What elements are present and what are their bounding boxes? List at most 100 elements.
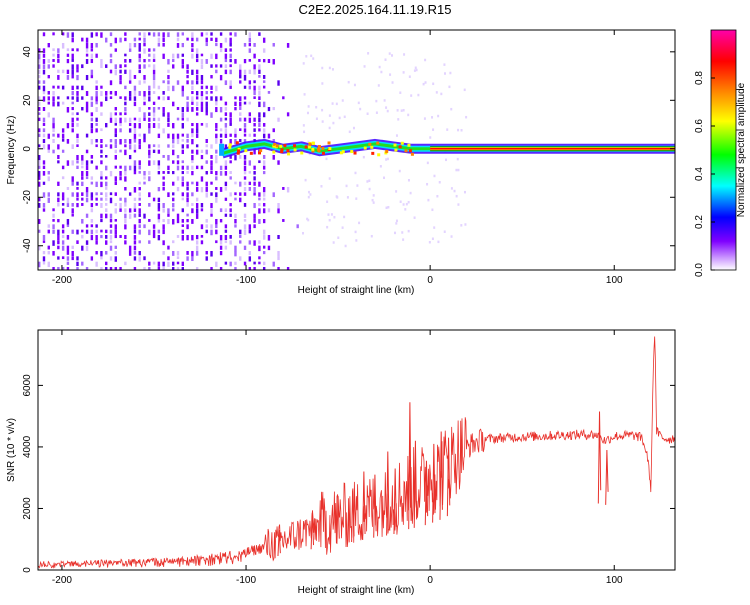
spectrogram-cell — [258, 59, 261, 62]
snr-spike — [424, 460, 429, 526]
spectrogram-cell — [133, 256, 137, 261]
spectrogram-cell — [162, 251, 165, 255]
carrier-peak — [363, 146, 367, 150]
spectrogram-cell — [195, 101, 199, 107]
spectrogram-cell — [38, 181, 41, 187]
spectrogram-cell — [234, 213, 237, 218]
spectrogram-cell — [437, 240, 440, 244]
spectrogram-cell — [215, 96, 218, 102]
spectrogram-cell — [181, 176, 185, 182]
spectrogram-cell — [148, 32, 151, 36]
spectrogram-cell — [85, 171, 89, 177]
spectrogram-cell — [383, 99, 386, 102]
spectrogram-cell — [47, 59, 50, 63]
spectrogram-cell — [258, 117, 261, 123]
spectrogram-cell — [195, 69, 199, 75]
spectrogram-cell — [243, 219, 247, 222]
spectrogram-cell — [215, 240, 218, 244]
spectrogram-cell — [114, 155, 117, 160]
spectrogram-cell — [303, 130, 306, 134]
spectrogram-cell — [95, 43, 98, 48]
spectrogram-cell — [76, 139, 79, 144]
spectrogram-cell — [152, 112, 156, 117]
spectrogram-cell — [172, 197, 175, 202]
spectrogram-cell — [176, 107, 180, 110]
spectrogram-cell — [205, 224, 208, 228]
spectrogram-cell — [229, 37, 232, 44]
spectrogram-cell — [200, 107, 204, 112]
spectrogram-cell — [76, 229, 79, 235]
spectrogram-cell — [133, 144, 137, 150]
carrier-peak — [385, 149, 389, 153]
spectrogram-cell — [42, 133, 46, 138]
spectrogram-cell — [76, 160, 79, 164]
spectrogram-cell — [248, 251, 252, 256]
spectrogram-cell — [195, 48, 199, 53]
spectrogram-cell — [152, 48, 156, 52]
spectrogram-cell — [148, 85, 151, 91]
spectrogram-cell — [128, 80, 132, 84]
spectrogram-cell — [167, 144, 170, 148]
spectrogram-cell — [262, 203, 266, 207]
spectrogram-cell — [234, 32, 237, 37]
spectrogram-cell — [402, 203, 405, 206]
spectrogram-cell — [76, 69, 79, 73]
spectrogram-cell — [181, 171, 185, 175]
spectrogram-cell — [81, 107, 84, 111]
spectrogram-cell — [215, 139, 218, 144]
spectrogram-cell — [148, 144, 151, 149]
spectrogram-cell — [38, 155, 41, 161]
spectrogram-cell — [215, 197, 218, 203]
spectrogram-cell — [57, 69, 60, 73]
spectrogram-cell — [85, 267, 89, 270]
spectrogram-cell — [143, 75, 146, 80]
spectrogram-cell — [191, 256, 194, 262]
spectrogram-cell — [90, 208, 94, 213]
spectrogram-cell — [138, 139, 141, 145]
spectrogram-cell — [186, 75, 189, 79]
spectrogram-cell — [258, 219, 261, 224]
spectrogram-cell — [152, 144, 156, 148]
spectrogram-cell — [124, 176, 127, 182]
spectrogram-cell — [133, 43, 137, 48]
spectrogram-cell — [186, 235, 189, 241]
spectrogram-cell — [119, 203, 122, 208]
spectrogram-cell — [248, 229, 252, 234]
spectrogram-cell — [181, 53, 185, 57]
spectrogram-cell — [181, 43, 185, 48]
spectrogram-cell — [138, 251, 141, 256]
spectrogram-cell — [395, 134, 398, 137]
spectrogram-cell — [143, 181, 146, 185]
spectrogram-cell — [205, 32, 208, 36]
spectrogram-cell — [71, 91, 74, 96]
spectrogram-cell — [186, 203, 189, 207]
spectrogram-cell — [85, 187, 89, 193]
spectrogram-cell — [341, 99, 344, 102]
spectrogram-cell — [119, 75, 122, 81]
spectrogram-cell — [186, 213, 189, 217]
spectrogram-cell — [172, 101, 175, 107]
spectrogram-cell — [262, 197, 266, 201]
spectrogram-cell — [157, 267, 161, 270]
spectrogram-cell — [262, 171, 266, 175]
spectrogram-cell — [124, 235, 127, 240]
spectrogram-cell — [148, 107, 151, 110]
spectrogram-cell — [157, 37, 161, 43]
spectrogram-cell — [243, 59, 247, 64]
spectrogram-cell — [205, 229, 208, 234]
spectrogram-cell — [306, 111, 309, 115]
spectrogram-cell — [138, 213, 141, 217]
snr-spike — [408, 402, 412, 530]
spectrogram-cell — [162, 80, 165, 84]
spectrogram-cell — [100, 203, 103, 208]
carrier-peak — [400, 141, 404, 145]
spectrogram-cell — [157, 133, 161, 139]
spectrogram-cell — [76, 112, 79, 116]
spectrogram-cell — [210, 64, 213, 68]
spectrogram-cell — [138, 187, 141, 191]
spectrogram-cell — [413, 216, 416, 219]
spectrogram-cell — [66, 235, 70, 240]
spectrogram-cell — [356, 184, 359, 187]
